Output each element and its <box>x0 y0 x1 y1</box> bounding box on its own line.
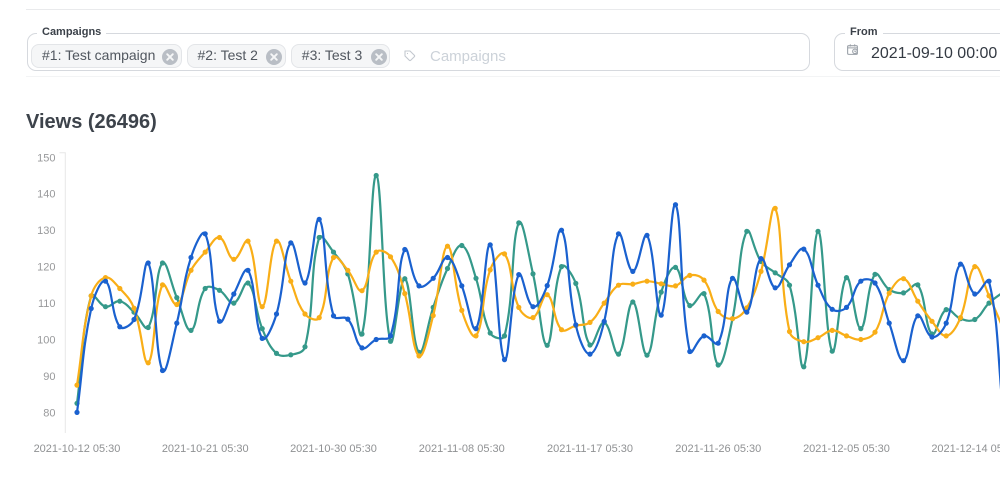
svg-text:2021-12-14 05:30: 2021-12-14 05:30 <box>931 443 1000 455</box>
svg-text:2021-11-26 05:30: 2021-11-26 05:30 <box>675 443 761 455</box>
svg-text:2021-10-21 05:30: 2021-10-21 05:30 <box>162 443 249 455</box>
svg-text:140: 140 <box>37 189 55 201</box>
svg-text:2021-11-08 05:30: 2021-11-08 05:30 <box>419 443 505 455</box>
svg-text:2021-10-30 05:30: 2021-10-30 05:30 <box>290 443 377 455</box>
svg-text:150: 150 <box>37 152 55 164</box>
svg-text:2021-12-05 05:30: 2021-12-05 05:30 <box>803 443 890 455</box>
svg-text:2021-10-12 05:30: 2021-10-12 05:30 <box>34 443 121 455</box>
svg-text:100: 100 <box>37 335 55 347</box>
svg-text:2021-11-17 05:30: 2021-11-17 05:30 <box>547 443 633 455</box>
svg-text:80: 80 <box>43 407 55 419</box>
svg-text:90: 90 <box>43 371 55 383</box>
svg-text:110: 110 <box>38 298 56 310</box>
svg-text:120: 120 <box>37 262 55 274</box>
svg-text:130: 130 <box>37 225 55 237</box>
